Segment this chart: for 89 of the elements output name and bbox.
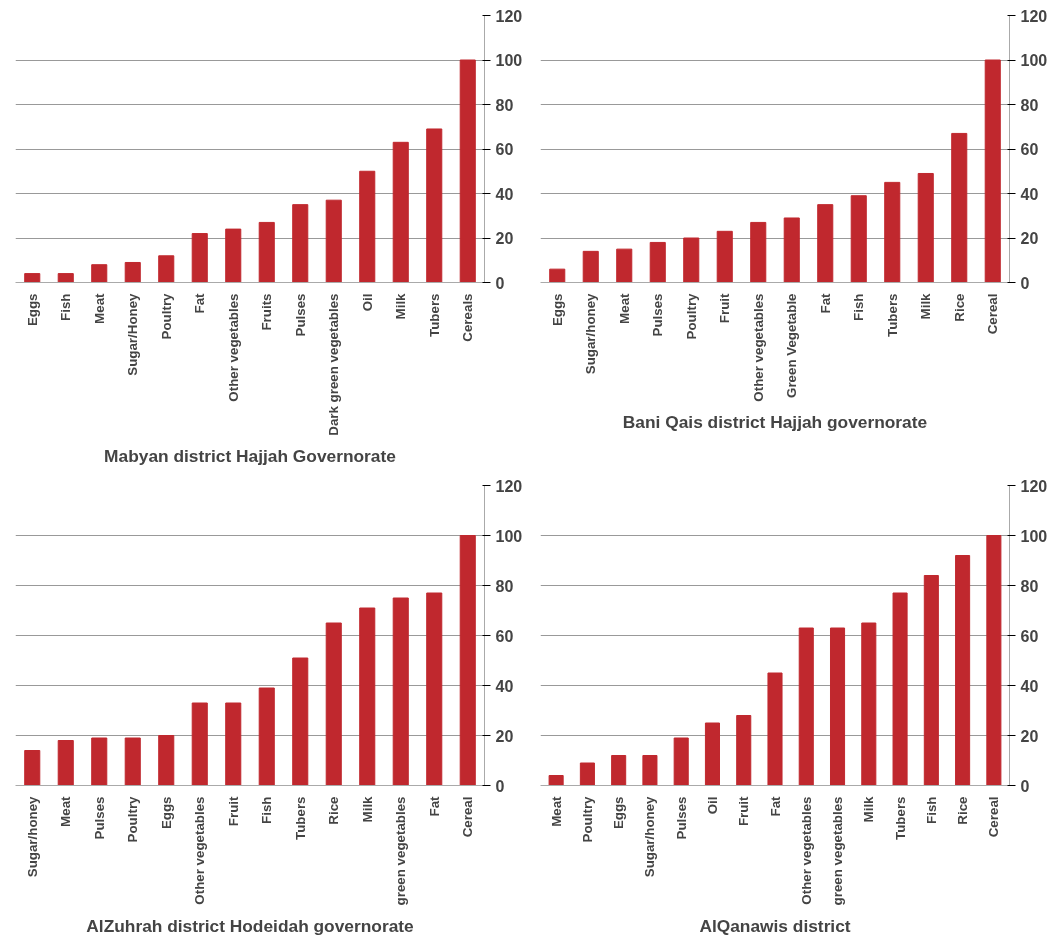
y-tick-label: 80 [1020,577,1039,595]
y-tick-label: 60 [495,627,514,645]
x-tick-label: Sugar/honey [24,795,40,878]
y-tick-label: 60 [1020,627,1039,645]
y-tick-label: 20 [495,230,514,247]
x-tick-label: Oil [359,293,375,312]
x-tick-label: Cereal [986,796,1002,838]
x-tick-label: Eggs [611,796,627,830]
x-tick-label: Oil [704,796,720,815]
x-tick-label: Rice [326,796,342,825]
y-tick-label: 120 [495,477,523,495]
y-tick-label: 20 [1020,727,1039,745]
x-tick-label: Pulses [650,293,666,337]
x-tick-label: Fruit [717,292,733,324]
x-tick-label: Meat [548,795,564,827]
x-tick-label: Other vegetables [192,796,208,905]
x-tick-label: Eggs [549,293,565,327]
x-tick-label: Poultry [579,795,595,843]
x-tick-label: Meat [616,292,632,324]
y-tick-label: 80 [495,96,514,114]
x-tick-label: green vegetables [830,796,846,906]
text: Mabyan district Hajjah Governorate [104,445,397,466]
x-tick-label: Other vegetables [225,293,241,402]
x-tick-label: Milk [861,795,877,823]
x-tick-label: Eggs [24,293,40,327]
x-tick-label: Sugar/honey [583,292,599,375]
x-tick-label: Poultry [125,795,141,843]
x-tick-label: Sugar/honey [642,795,658,878]
y-tick-label: 100 [495,52,523,69]
y-tick-label: 0 [495,777,505,795]
x-tick-label: Eggs [158,796,174,830]
y-tick-label: 80 [1020,96,1039,114]
text: AlQanawis district [699,915,851,936]
x-tick-label: Dark green vegetables [326,293,342,436]
y-tick-label: 0 [495,274,505,292]
x-tick-label: Cereal [460,796,476,838]
y-tick-label: 20 [495,727,514,745]
y-tick-label: 40 [495,185,514,203]
x-tick-label: Fish [259,796,275,824]
x-tick-label: Poultry [683,292,699,340]
x-tick-label: Pulses [292,293,308,337]
y-tick-label: 120 [1020,7,1048,25]
y-tick-label: 100 [1020,527,1048,545]
y-tick-label: 20 [1020,230,1039,247]
x-tick-label: Cereal [985,293,1001,335]
x-tick-label: Fish [851,293,867,321]
x-tick-label: Tubers [292,796,308,840]
y-tick-label: 120 [1020,477,1048,495]
x-tick-label: Fat [817,292,833,314]
x-tick-label: Pulses [91,796,107,840]
x-tick-label: Poultry [158,292,174,340]
x-tick-label: Fat [767,795,783,817]
x-tick-label: green vegetables [393,796,409,906]
x-tick-label: Other vegetables [750,293,766,402]
x-tick-label: Tubers [892,796,908,840]
y-tick-label: 60 [1020,141,1039,158]
x-tick-label: Fat [426,795,442,817]
x-tick-label: Fruit [225,795,241,827]
text: AlZuhrah district Hodeidah governorate [86,915,415,936]
y-tick-label: 40 [495,677,514,695]
y-tick-label: 80 [495,577,514,595]
x-tick-label: Tubers [884,293,900,337]
x-tick-label: Rice [951,293,967,322]
x-tick-label: Milk [918,292,934,320]
y-tick-label: 40 [1020,185,1039,203]
y-tick-label: 60 [495,141,514,158]
x-tick-label: Meat [58,795,74,827]
x-tick-label: Fish [923,796,939,824]
y-tick-label: 0 [1020,274,1030,292]
x-tick-label: Green Vegetable [784,293,800,398]
x-tick-label: Fish [58,293,74,321]
x-tick-label: Other vegetables [798,796,814,905]
x-tick-label: Cereals [460,293,476,342]
y-tick-label: 100 [1020,52,1048,69]
y-tick-label: 0 [1020,777,1030,795]
x-tick-label: Fat [192,292,208,314]
x-tick-label: Sugar/Honey [125,292,141,376]
x-tick-label: Fruits [259,293,275,331]
x-tick-label: Milk [359,795,375,823]
x-tick-label: Tubers [426,293,442,337]
x-tick-label: Meat [91,292,107,324]
x-tick-label: Rice [955,796,971,825]
x-tick-label: Pulses [673,796,689,840]
y-tick-label: 100 [495,527,523,545]
text: Bani Qais district Hajjah governorate [622,411,928,432]
y-tick-label: 40 [1020,677,1039,695]
x-tick-label: Milk [393,292,409,320]
x-tick-label: Fruit [736,795,752,827]
y-tick-label: 120 [495,7,523,25]
